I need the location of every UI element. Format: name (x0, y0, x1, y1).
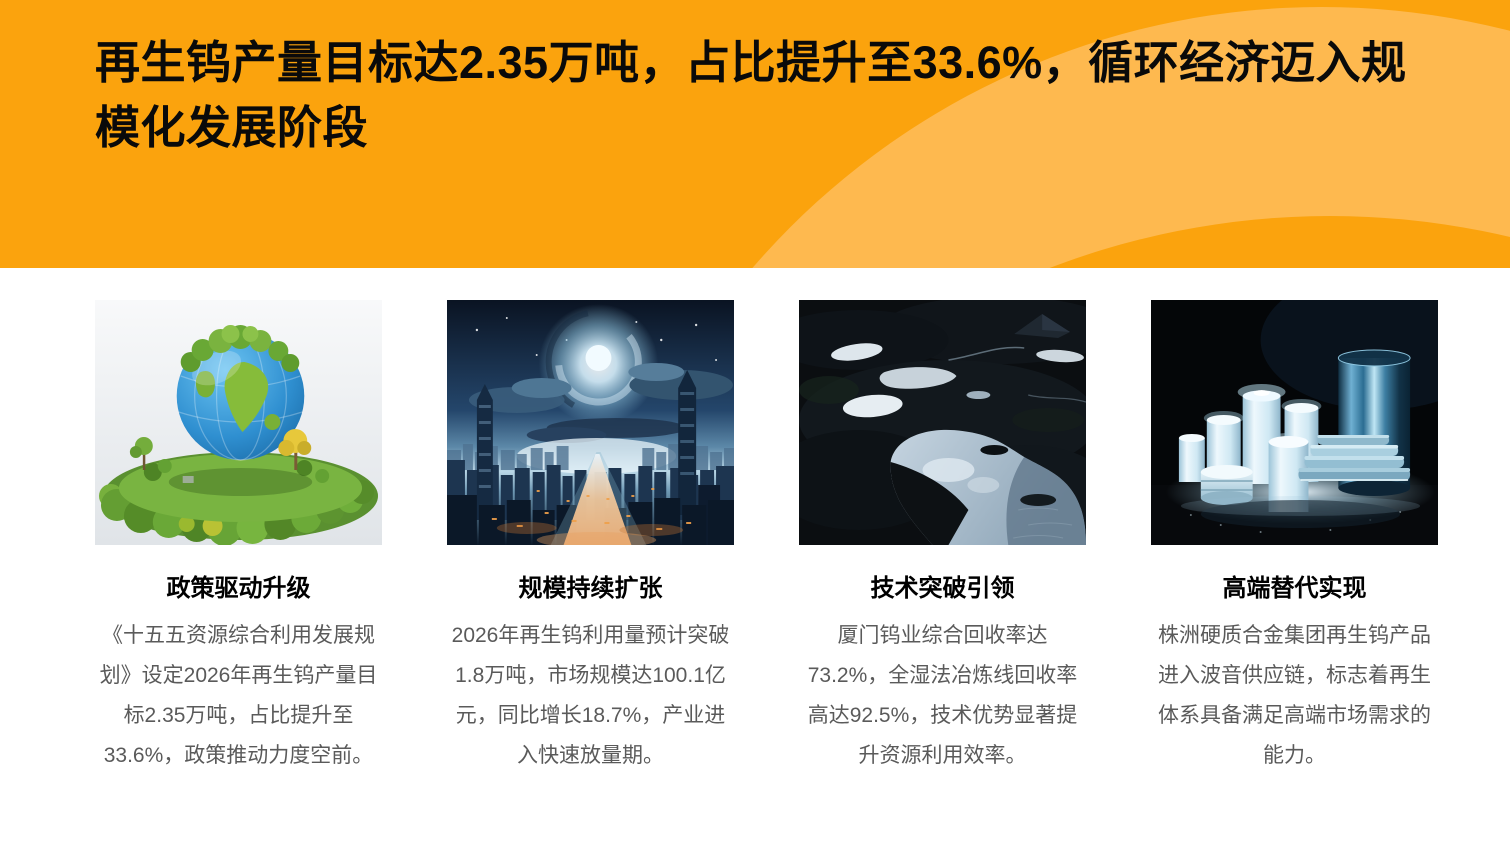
page-title: 再生钨产量目标达2.35万吨，占比提升至33.6%，循环经济迈入规模化发展阶段 (95, 37, 1407, 153)
card-body: 厦门钨业综合回收率达73.2%，全湿法冶炼线回收率高达92.5%，技术优势显著提… (807, 624, 1078, 767)
card-image-city (447, 300, 734, 545)
card-scale: 规模持续扩张 2026年再生钨利用量预计突破1.8万吨，市场规模达100.1亿元… (447, 300, 734, 776)
card-body: 2026年再生钨利用量预计突破1.8万吨，市场规模达100.1亿元，同比增长18… (451, 624, 730, 767)
card-image-metal-products (1151, 300, 1438, 545)
card-technology: 技术突破引领 厦门钨业综合回收率达73.2%，全湿法冶炼线回收率高达92.5%，… (799, 300, 1086, 776)
glowing-metal-cylinders-icon (1151, 300, 1438, 545)
card-title: 政策驱动升级 (166, 575, 311, 602)
card-title: 技术突破引领 (870, 575, 1015, 602)
card-title: 高端替代实现 (1222, 575, 1367, 602)
aerial-volcanic-landscape-icon (799, 300, 1086, 545)
night-city-icon (447, 300, 734, 545)
card-image-volcanic-lakes (799, 300, 1086, 545)
card-highend: 高端替代实现 株洲硬质合金集团再生钨产品进入波音供应链，标志着再生体系具备满足高… (1151, 300, 1438, 776)
cards-row: 政策驱动升级 《十五五资源综合利用发展规划》设定2026年再生钨产量目标2.35… (0, 268, 1510, 776)
card-body: 《十五五资源综合利用发展规划》设定2026年再生钨产量目标2.35万吨，占比提升… (99, 624, 378, 767)
header-banner: 再生钨产量目标达2.35万吨，占比提升至33.6%，循环经济迈入规模化发展阶段 (0, 0, 1510, 268)
green-earth-globe-icon (95, 300, 382, 545)
card-body: 株洲硬质合金集团再生钨产品进入波音供应链，标志着再生体系具备满足高端市场需求的能… (1158, 624, 1431, 767)
card-image-globe (95, 300, 382, 545)
card-title: 规模持续扩张 (518, 575, 663, 602)
card-policy: 政策驱动升级 《十五五资源综合利用发展规划》设定2026年再生钨产量目标2.35… (95, 300, 382, 776)
